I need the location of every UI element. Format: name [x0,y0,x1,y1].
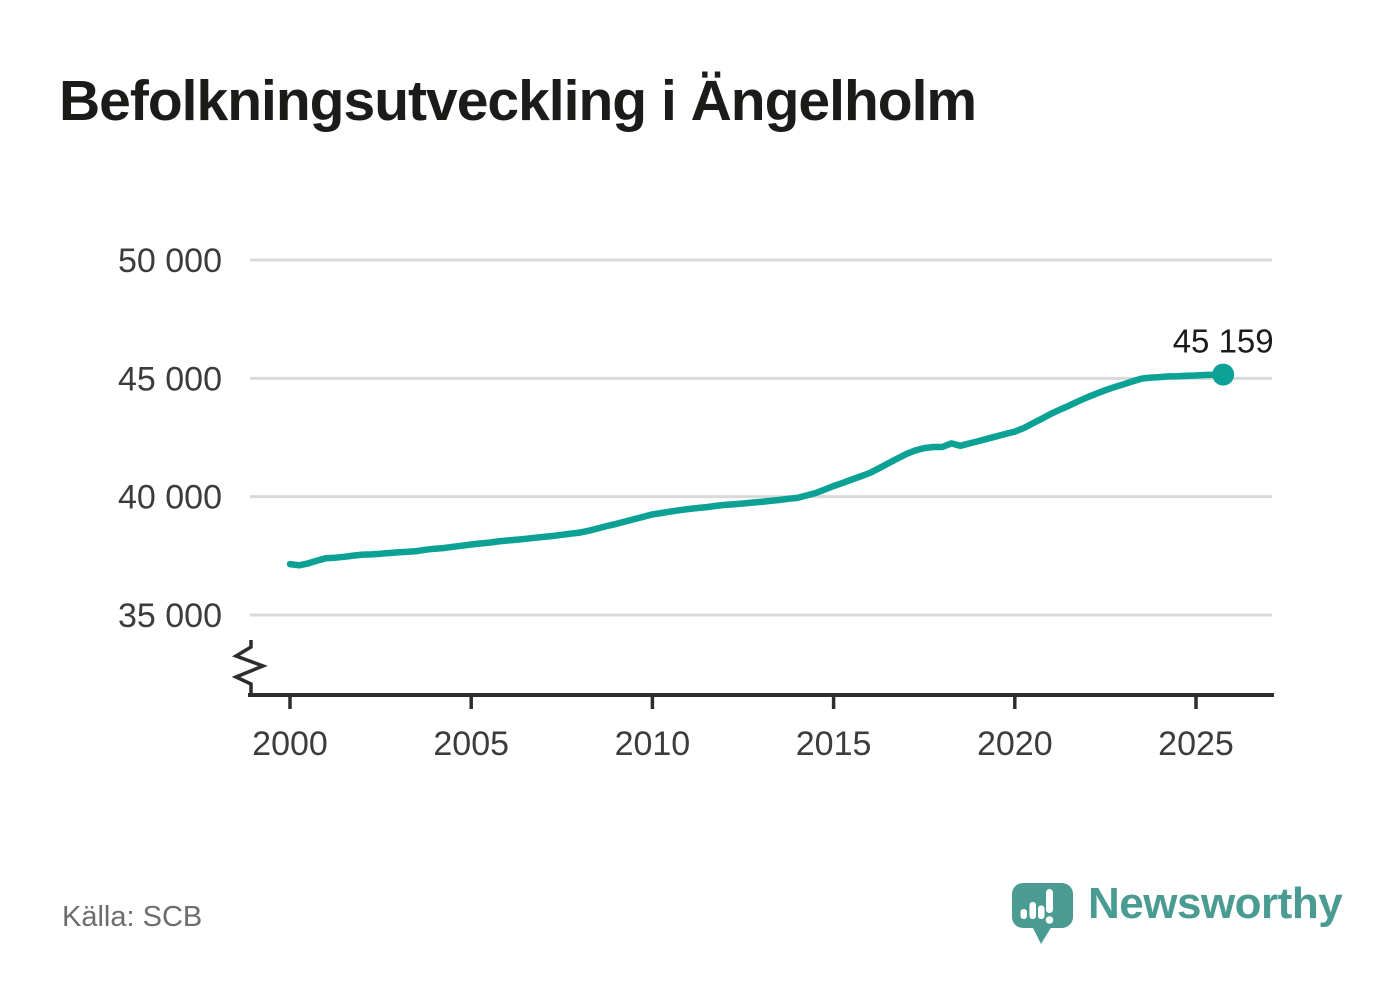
y-tick-label: 45 000 [118,360,222,398]
y-tick-label: 40 000 [118,479,222,517]
x-tick-label: 2000 [252,725,328,763]
newsworthy-logo-icon [1012,883,1073,944]
newsworthy-wordmark: Newsworthy [1088,879,1343,928]
source-label: Källa: SCB [62,901,203,933]
line-end-marker [1212,363,1235,386]
speech-bubble-shape [1012,883,1073,944]
newsworthy-logo: Newsworthy [1008,878,1343,948]
y-tick-label: 35 000 [118,597,222,635]
mini-barchart-icon [1020,889,1054,924]
x-tick-label: 2025 [1158,725,1234,763]
y-tick-label: 50 000 [118,242,222,280]
x-tick-label: 2015 [796,725,872,763]
chart-title: Befolkningsutveckling i Ängelholm [59,69,977,133]
y-axis-break-icon [231,640,268,695]
end-value-label: 45 159 [1173,323,1274,360]
x-tick-label: 2020 [977,725,1053,763]
population-line [286,371,1227,569]
x-tick-label: 2010 [615,725,691,763]
x-tick-label: 2005 [433,725,509,763]
